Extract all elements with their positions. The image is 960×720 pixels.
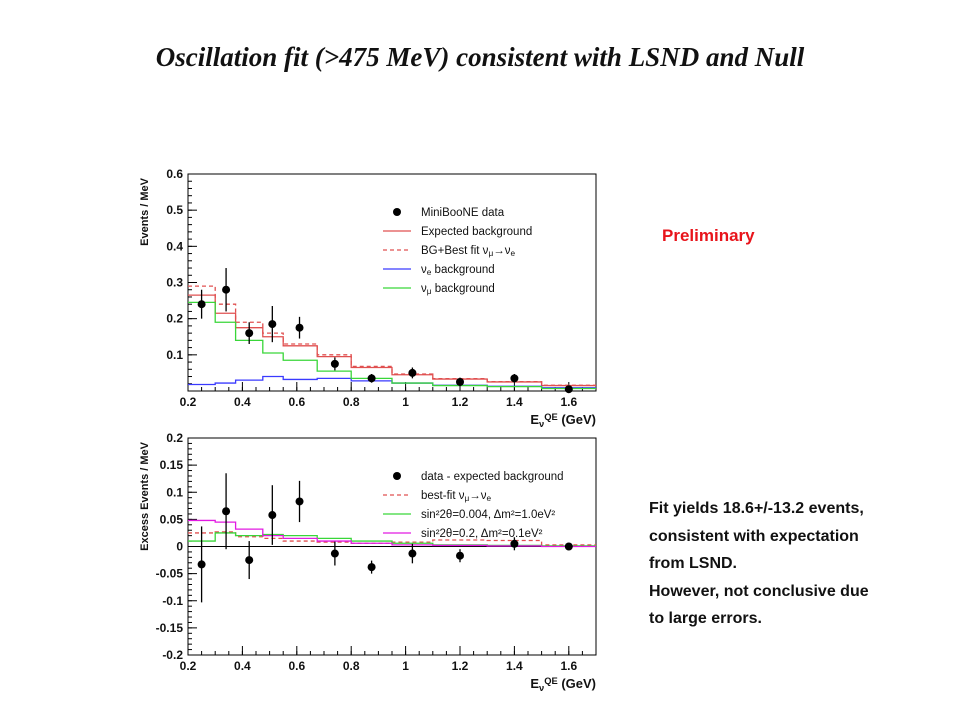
legend-label: best-fit νμ→νe — [421, 490, 491, 503]
x-tick-label: 0.8 — [343, 395, 360, 409]
data-point — [222, 285, 231, 294]
y-tick-label: 0.15 — [160, 458, 184, 472]
legend-label: sin²2θ=0.004, Δm²=1.0eV² — [421, 509, 555, 521]
fit-notes: Fit yields 18.6+/-13.2 events, consisten… — [649, 495, 949, 633]
x-tick-label: 1.4 — [506, 659, 523, 673]
x-tick-label: 1.2 — [452, 659, 469, 673]
legend-label: BG+Best fit νμ→νe — [421, 245, 515, 258]
preliminary-label: Preliminary — [662, 226, 755, 245]
series-line — [188, 285, 596, 386]
x-tick-label: 1.4 — [506, 395, 523, 409]
y-tick-label: 0.5 — [166, 203, 183, 217]
x-axis-label: EνQE (GeV) — [530, 676, 596, 693]
y-tick-label: 0.2 — [166, 312, 183, 326]
bottom-chart: 0.2 0.4 0.6 0.8 1 1.2 1.4 1.6 -0.2 -0.15 -0.1 -0.05… — [139, 431, 597, 693]
series-line — [188, 301, 596, 390]
x-tick-label: 0.4 — [234, 659, 251, 673]
x-tick-label: 1.2 — [452, 395, 469, 409]
data-point — [367, 374, 376, 383]
data-point — [295, 497, 304, 506]
y-tick-label: 0 — [176, 540, 183, 554]
legend-marker — [393, 208, 401, 216]
data-point — [408, 368, 417, 377]
data-point — [564, 542, 573, 551]
y-tick-label: 0.3 — [166, 276, 183, 290]
legend-label: Expected background — [421, 226, 532, 238]
legend-label: MiniBooNE data — [421, 207, 505, 219]
y-axis-label: Excess Events / MeV — [139, 441, 151, 551]
data-point — [197, 560, 206, 569]
y-tick-label: -0.1 — [162, 594, 183, 608]
data-point — [510, 374, 519, 383]
data-point — [456, 377, 464, 386]
y-tick-label: -0.05 — [156, 567, 184, 581]
legend-label: sin²2θ=0.2, Δm²=0.1eV² — [421, 528, 543, 540]
y-tick-label: 0.1 — [166, 485, 183, 499]
data-point — [245, 329, 254, 338]
data-point — [330, 549, 339, 558]
data-point — [295, 323, 304, 332]
x-axis-label: EνQE (GeV) — [530, 412, 596, 429]
note-line: to large errors. — [649, 610, 762, 627]
x-tick-label: 0.6 — [288, 395, 305, 409]
x-tick-label: 1.6 — [560, 395, 577, 409]
y-tick-label: -0.2 — [162, 648, 183, 662]
data-point — [367, 563, 376, 572]
y-tick-label: 0.6 — [166, 167, 183, 181]
x-tick-label: 0.6 — [288, 659, 305, 673]
data-point — [564, 385, 573, 394]
data-point — [510, 539, 519, 548]
legend-marker — [393, 472, 401, 480]
top-chart: 0.2 0.4 0.6 0.8 1 1.2 1.4 1.6 0.1 0.2 0.3 0.4 0.5 0.6… — [139, 167, 597, 429]
note-line: consistent with expectation — [649, 527, 859, 545]
legend-label: νe background — [421, 264, 495, 277]
x-tick-label: 0.2 — [180, 659, 197, 673]
y-tick-label: 0.05 — [160, 512, 184, 526]
data-point — [268, 320, 277, 329]
y-tick-label: 0.4 — [166, 239, 183, 253]
note-line: from LSND. — [649, 555, 737, 572]
legend-label: data - expected background — [421, 471, 564, 483]
data-point — [330, 359, 339, 368]
data-point — [456, 551, 464, 560]
x-tick-label: 1 — [402, 659, 409, 673]
note-line: Fit yields 18.6+/-13.2 events, — [649, 500, 864, 517]
data-point — [408, 549, 417, 558]
data-point — [245, 556, 254, 565]
y-tick-label: 0.1 — [166, 348, 183, 362]
y-tick-label: 0.2 — [166, 431, 183, 445]
slide-title: Oscillation fit (>475 MeV) consistent wi… — [155, 42, 805, 72]
data-point — [268, 511, 277, 520]
y-axis-label: Events / MeV — [139, 177, 151, 246]
x-tick-label: 0.2 — [180, 395, 197, 409]
x-tick-label: 1 — [402, 395, 409, 409]
x-tick-label: 1.6 — [560, 659, 577, 673]
series-line — [188, 519, 596, 548]
data-point — [222, 507, 231, 516]
plot-frame — [187, 173, 597, 392]
y-tick-label: -0.15 — [156, 621, 184, 635]
x-tick-label: 0.8 — [343, 659, 360, 673]
x-tick-label: 0.4 — [234, 395, 251, 409]
data-point — [197, 300, 206, 309]
note-line: However, not conclusive due — [649, 582, 869, 600]
legend-label: νμ background — [421, 283, 495, 296]
